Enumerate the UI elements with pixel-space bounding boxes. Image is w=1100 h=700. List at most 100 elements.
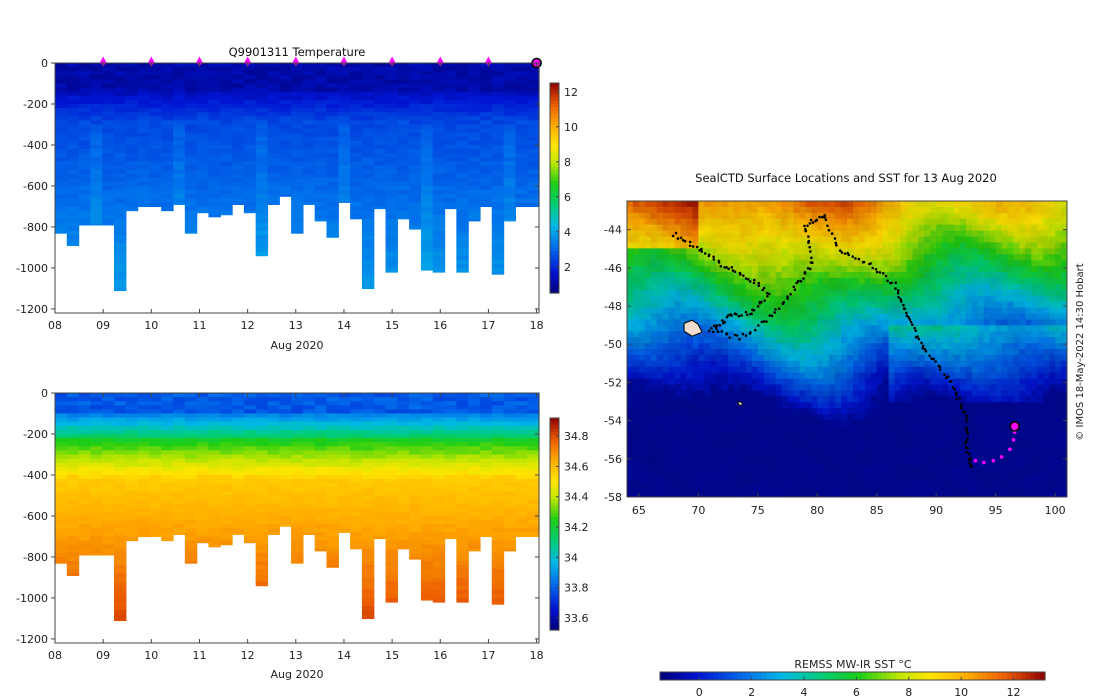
profile-cell bbox=[255, 190, 269, 195]
profile-cell bbox=[385, 409, 398, 415]
profile-cell bbox=[409, 405, 422, 410]
profile-cell bbox=[361, 528, 375, 533]
colorbar-segment bbox=[550, 594, 559, 599]
profile-cell bbox=[456, 235, 469, 240]
profile-cell bbox=[267, 470, 280, 476]
x-tick-label: 16 bbox=[433, 319, 447, 332]
profile-cell bbox=[291, 561, 304, 564]
colorbar-segment bbox=[550, 538, 559, 543]
profile-cell bbox=[479, 83, 493, 89]
profile-cell bbox=[66, 425, 80, 431]
profile-cell bbox=[456, 63, 469, 68]
profile-cell bbox=[173, 421, 186, 427]
colorbar-segment bbox=[550, 449, 559, 454]
profile-cell bbox=[314, 479, 328, 484]
colorbar-segment bbox=[550, 226, 559, 231]
profile-cell bbox=[243, 438, 257, 443]
profile-cell bbox=[184, 474, 198, 480]
profile-cell bbox=[456, 462, 469, 468]
colorbar-segment bbox=[550, 421, 559, 426]
profile-cell bbox=[456, 149, 469, 154]
profile-cell bbox=[432, 83, 446, 89]
profile-cell bbox=[55, 413, 68, 419]
profile-cell bbox=[432, 132, 446, 138]
profile-cell bbox=[515, 532, 528, 538]
profile-cell bbox=[267, 495, 280, 501]
profile-cell bbox=[55, 144, 68, 150]
colorbar-segment bbox=[550, 177, 559, 182]
profile-cell bbox=[515, 524, 528, 529]
profile-cell bbox=[149, 67, 162, 72]
profile-cell bbox=[456, 511, 469, 517]
profile-cell bbox=[503, 108, 516, 113]
profile-cell bbox=[444, 466, 457, 472]
profile-cell bbox=[503, 393, 516, 398]
profile-cell bbox=[503, 446, 516, 451]
profile-cell bbox=[196, 466, 210, 472]
profile-cell bbox=[491, 116, 505, 121]
profile-cell bbox=[161, 421, 174, 427]
profile-cell bbox=[267, 63, 280, 68]
profile-cell bbox=[373, 474, 387, 480]
profile-cell bbox=[173, 495, 186, 501]
profile-cell bbox=[279, 173, 292, 179]
profile-cell bbox=[161, 165, 174, 171]
colorbar-segment bbox=[550, 520, 559, 525]
profile-cell bbox=[409, 409, 422, 415]
profile-cell bbox=[255, 214, 269, 220]
profile-cell bbox=[373, 112, 387, 117]
profile-cell bbox=[232, 417, 245, 423]
profile-cell bbox=[302, 198, 316, 203]
profile-cell bbox=[456, 544, 469, 550]
profile-cell bbox=[503, 169, 516, 175]
profile-cell bbox=[102, 454, 115, 460]
profile-cell bbox=[385, 251, 398, 257]
profile-cell bbox=[456, 177, 469, 183]
profile-cell bbox=[456, 173, 469, 179]
profile-cell bbox=[338, 157, 351, 162]
profile-cell bbox=[503, 67, 516, 72]
profile-cell bbox=[420, 561, 434, 566]
profile-cell bbox=[125, 450, 139, 456]
profile-cell bbox=[149, 487, 162, 492]
profile-cell bbox=[503, 433, 516, 439]
profile-cell bbox=[102, 548, 115, 554]
profile-cell bbox=[515, 103, 528, 109]
profile-cell bbox=[55, 511, 68, 517]
profile-cell bbox=[397, 540, 410, 546]
profile-cell bbox=[409, 177, 422, 183]
profile-cell bbox=[420, 483, 434, 488]
profile-cell bbox=[279, 169, 292, 175]
profile-cell bbox=[491, 462, 505, 468]
profile-cell bbox=[515, 202, 528, 208]
profile-cell bbox=[444, 75, 457, 80]
profile-cell bbox=[385, 520, 398, 525]
profile-cell bbox=[468, 491, 481, 497]
profile-cell bbox=[432, 569, 446, 574]
profile-cell bbox=[350, 433, 363, 439]
profile-cell bbox=[302, 63, 316, 68]
profile-cell bbox=[373, 470, 387, 476]
profile-cell bbox=[515, 495, 528, 501]
profile-cell bbox=[444, 128, 457, 134]
profile-cell bbox=[432, 429, 446, 435]
colorbar-tick-label: 2 bbox=[564, 261, 571, 274]
profile-cell bbox=[55, 458, 68, 464]
profile-cell bbox=[373, 495, 387, 501]
profile-cell bbox=[114, 116, 127, 121]
profile-cell bbox=[173, 429, 186, 435]
profile-cell bbox=[314, 401, 328, 406]
profile-cell bbox=[373, 405, 387, 410]
profile-cell bbox=[208, 528, 221, 533]
profile-cell bbox=[468, 409, 481, 415]
profile-cell bbox=[468, 91, 481, 97]
profile-cell bbox=[279, 190, 292, 195]
profile-cell bbox=[420, 511, 434, 517]
profile-cell bbox=[456, 520, 469, 525]
profile-cell bbox=[161, 474, 174, 480]
profile-cell bbox=[350, 425, 363, 431]
profile-cell bbox=[326, 128, 339, 134]
profile-cell bbox=[232, 198, 245, 203]
profile-cell bbox=[232, 458, 245, 464]
profile-cell bbox=[208, 91, 221, 97]
